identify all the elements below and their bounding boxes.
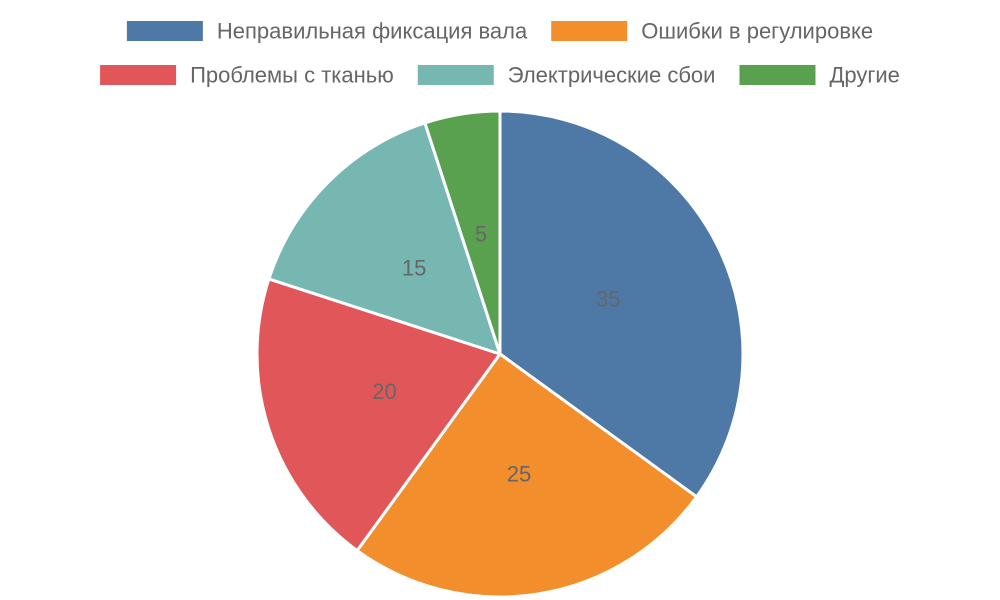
legend-item-1: Неправильная фиксация вала [126, 19, 528, 44]
slice-2-value-label: 25 [507, 462, 531, 487]
legend-swatch [126, 21, 203, 41]
slice-5 [423, 109, 502, 356]
pie-slices [255, 109, 745, 599]
legend-label: Проблемы с тканью [190, 63, 394, 88]
slice-1 [498, 109, 745, 499]
legend-swatch [417, 65, 494, 85]
slice-5-value-label: 5 [475, 221, 487, 246]
chart-legend: Неправильная фиксация вала Ошибки в регул… [100, 19, 900, 88]
legend-label: Электрические сбои [508, 63, 716, 88]
legend-swatch [551, 21, 628, 41]
legend-label: Ошибки в регулировке [641, 19, 873, 44]
slice-value-labels: 35 25 20 15 5 [372, 221, 620, 486]
legend-swatch [100, 65, 177, 85]
slice-2 [355, 352, 699, 599]
legend-swatch [739, 65, 816, 85]
legend-label: Неправильная фиксация вала [217, 19, 528, 44]
slice-3 [255, 277, 502, 553]
slice-3-value-label: 20 [372, 379, 396, 404]
slice-4-value-label: 15 [402, 256, 426, 281]
legend-item-2: Ошибки в регулировке [551, 19, 873, 44]
legend-label: Другие [829, 63, 899, 88]
legend-item-4: Электрические сбои [417, 63, 716, 88]
legend-item-5: Другие [739, 63, 900, 88]
slice-1-value-label: 35 [596, 286, 620, 311]
legend-item-3: Проблемы с тканью [100, 63, 394, 88]
